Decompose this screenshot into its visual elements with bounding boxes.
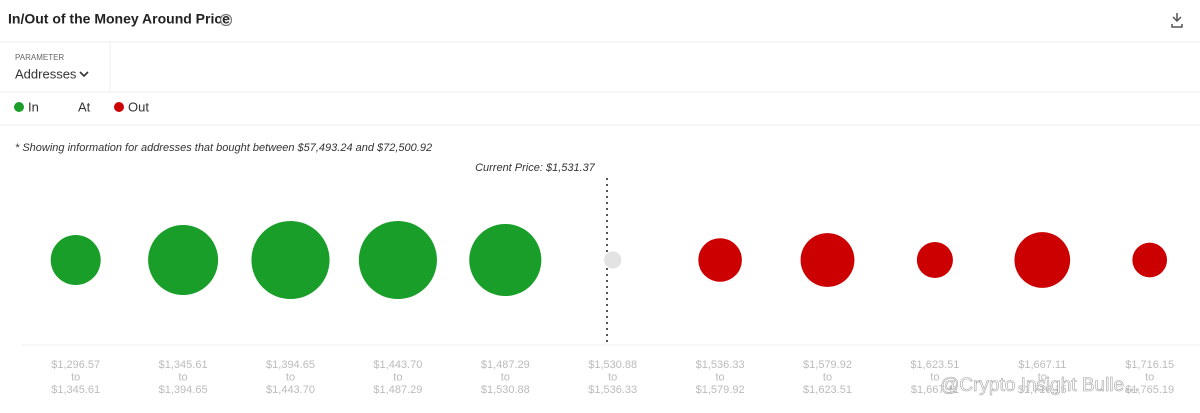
x-tick-label: to xyxy=(823,371,832,383)
x-tick-label: $1,623.51 xyxy=(910,359,959,371)
x-tick-label: $1,765.19 xyxy=(1125,384,1174,396)
x-tick-label: to xyxy=(71,371,80,383)
x-tick-label: $1,394.65 xyxy=(159,384,208,396)
bubble xyxy=(1132,242,1168,278)
x-tick-label: $1,536.33 xyxy=(696,359,745,371)
parameter-label: PARAMETER xyxy=(15,53,64,62)
x-tick-label: to xyxy=(393,371,402,383)
legend-marker xyxy=(114,102,124,112)
bubble xyxy=(1014,232,1071,288)
x-tick-label: $1,623.51 xyxy=(803,384,852,396)
parameter-select[interactable]: Addresses xyxy=(15,66,77,81)
x-tick-label: to xyxy=(179,371,188,383)
x-tick-label: $1,487.29 xyxy=(481,359,530,371)
bubble xyxy=(604,251,622,269)
x-tick-label: to xyxy=(1038,371,1047,383)
x-tick-label: $1,530.88 xyxy=(588,359,637,371)
x-tick-label: to xyxy=(286,371,295,383)
x-tick-label: $1,579.92 xyxy=(696,384,745,396)
x-tick-label: $1,345.61 xyxy=(51,384,100,396)
x-tick-label: $1,345.61 xyxy=(159,359,208,371)
help-icon[interactable] xyxy=(219,13,233,27)
widget-title: In/Out of the Money Around Price xyxy=(8,11,230,27)
x-tick-label: $1,716.15 xyxy=(1018,384,1067,396)
download-icon[interactable] xyxy=(1171,13,1183,28)
legend-label[interactable]: In xyxy=(28,99,39,114)
help-mark: ? xyxy=(224,16,229,25)
bubble xyxy=(916,241,953,279)
x-tick-label: $1,579.92 xyxy=(803,359,852,371)
note: * Showing information for addresses that… xyxy=(15,142,432,154)
x-tick-label: to xyxy=(1145,371,1154,383)
x-tick-label: $1,716.15 xyxy=(1125,359,1174,371)
dropdown-caret[interactable] xyxy=(79,71,89,78)
x-tick-label: to xyxy=(501,371,510,383)
watermark: @Crypto Insight Bulle... xyxy=(940,375,1140,396)
x-tick-label: $1,487.29 xyxy=(373,384,422,396)
x-tick-label: to xyxy=(608,371,617,383)
x-tick-label: $1,296.57 xyxy=(51,359,100,371)
bubble xyxy=(148,225,219,295)
x-tick-label: to xyxy=(930,371,939,383)
x-tick-label: $1,394.65 xyxy=(266,359,315,371)
x-tick-label: $1,443.70 xyxy=(266,384,315,396)
legend-marker xyxy=(14,102,24,112)
x-tick-label: $1,536.33 xyxy=(588,384,637,396)
x-tick-label: to xyxy=(716,371,725,383)
bubble xyxy=(698,238,742,282)
bubble xyxy=(358,220,437,300)
x-tick-label: $1,667.11 xyxy=(1018,359,1066,371)
x-tick-label: $1,530.88 xyxy=(481,384,530,396)
bubble xyxy=(50,235,101,285)
bubble xyxy=(469,223,542,297)
bubble xyxy=(251,220,330,300)
bubble xyxy=(800,233,855,287)
legend-label[interactable]: Out xyxy=(128,99,149,114)
x-tick-label: $1,443.70 xyxy=(373,359,422,371)
legend-label[interactable]: At xyxy=(78,99,91,114)
current-price-label: Current Price: $1,531.37 xyxy=(475,162,596,174)
x-tick-label: $1,667.11 xyxy=(911,384,959,396)
